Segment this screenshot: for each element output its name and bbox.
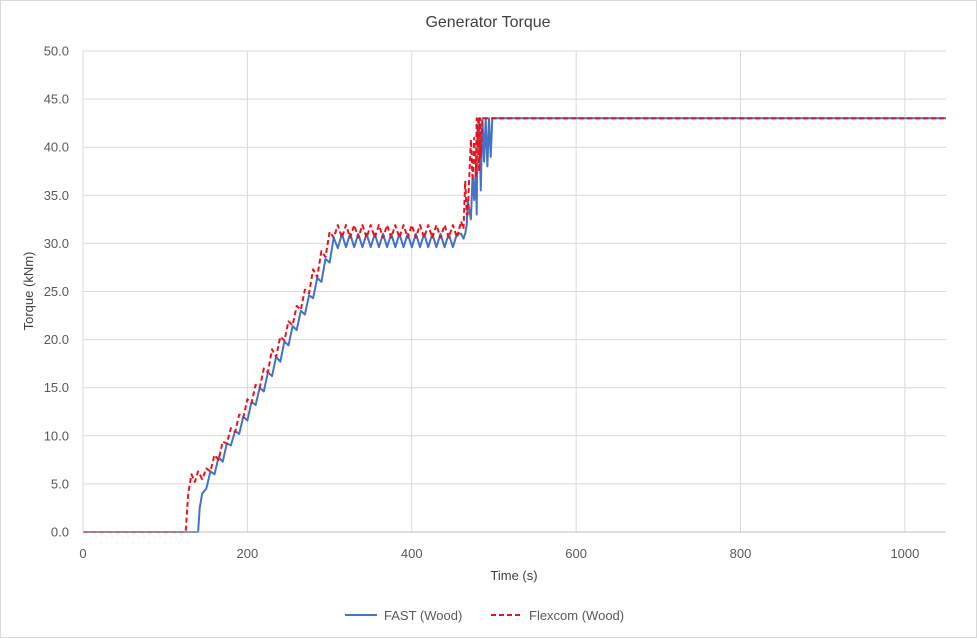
legend-label-flexcom-wood: Flexcom (Wood) xyxy=(529,608,624,623)
x-tick-label: 400 xyxy=(401,546,423,561)
gridlines xyxy=(83,50,946,532)
y-tick-label: 30.0 xyxy=(44,236,69,251)
series-lines xyxy=(83,115,946,533)
chart-title: Generator Torque xyxy=(425,14,550,31)
x-tick-label: 1000 xyxy=(890,546,919,561)
legend-label-fast-wood: FAST (Wood) xyxy=(384,608,462,623)
x-axis-title: Time (s) xyxy=(490,568,537,583)
legend: FAST (Wood) Flexcom (Wood) xyxy=(345,608,624,623)
y-tick-label: 10.0 xyxy=(44,428,69,443)
x-tick-label: 200 xyxy=(237,546,259,561)
y-tick-label: 0.0 xyxy=(51,525,69,540)
y-tick-label: 50.0 xyxy=(44,44,69,59)
y-tick-label: 45.0 xyxy=(44,92,69,107)
y-tick-label: 40.0 xyxy=(44,140,69,155)
x-tick-label: 600 xyxy=(565,546,587,561)
y-axis-title: Torque (kNm) xyxy=(21,252,36,331)
y-tick-label: 15.0 xyxy=(44,380,69,395)
y-tick-label: 35.0 xyxy=(44,188,69,203)
y-tick-label: 20.0 xyxy=(44,332,69,347)
x-tick-label: 800 xyxy=(730,546,752,561)
y-tick-label: 25.0 xyxy=(44,284,69,299)
axes: 0.0 5.0 10.0 15.0 20.0 25.0 30.0 35.0 40.0 45.0 50… xyxy=(44,44,946,561)
y-tick-label: 5.0 xyxy=(51,476,69,491)
series-line-flexcom-wood xyxy=(83,115,946,533)
x-tick-label: 0 xyxy=(79,546,86,561)
